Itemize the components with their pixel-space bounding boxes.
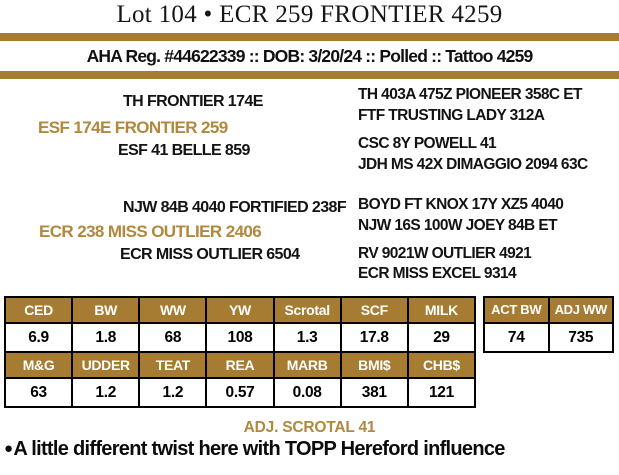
bullet-icon: ● [4, 440, 13, 457]
epd-value-cell: 1.3 [274, 324, 340, 351]
actual-weights-table: ACT BW ADJ WW 74 735 [483, 296, 614, 353]
epd-header-cell: REA [207, 353, 273, 377]
act-value-cell: 735 [549, 324, 612, 351]
sire-ancestor-name: JDH MS 42X DIMAGGIO 2094 63C [358, 156, 588, 173]
dam-name: ECR 238 MISS OUTLIER 2406 [39, 222, 262, 241]
epd-header-cell: Scrotal [274, 298, 340, 322]
act-value-cell: 74 [485, 324, 548, 351]
sire-ancestor-name: FTF TRUSTING LADY 312A [358, 107, 545, 124]
dam-ancestor-name: BOYD FT KNOX 17Y XZ5 4040 [358, 196, 564, 213]
epd-value-cell: 108 [207, 324, 273, 351]
epd-header-cell: TEAT [140, 353, 206, 377]
epd-header-cell: M&G [6, 353, 72, 377]
epd-header-cell: MILK [408, 298, 474, 322]
epd-header-cell: BW [73, 298, 139, 322]
dam-ancestor-name: RV 9021W OUTLIER 4921 [358, 245, 532, 262]
epd-value-cell: 381 [341, 379, 407, 406]
epd-value-cell: 6.9 [6, 324, 72, 351]
epd-value-cell: 68 [140, 324, 206, 351]
epd-value-cell: 121 [408, 379, 474, 406]
epd-value-cell: 1.2 [140, 379, 206, 406]
dam-ancestor-name: NJW 16S 100W JOEY 84B ET [358, 217, 558, 234]
lot-comment: ●A little different twist here with TOPP… [4, 438, 505, 461]
epd-value-cell: 0.57 [207, 379, 273, 406]
epd-header-cell: CED [6, 298, 72, 322]
sire-ancestor-name: CSC 8Y POWELL 41 [358, 135, 497, 152]
epd-header-cell: CHB$ [408, 353, 474, 377]
epd-value-cell: 0.08 [274, 379, 340, 406]
lot-title: Lot 104 • ECR 259 FRONTIER 4259 [116, 1, 503, 28]
registration-line: AHA Reg. #44622339 :: DOB: 3/20/24 :: Po… [86, 46, 534, 66]
epd-header-cell: MARB [274, 353, 340, 377]
sire-ancestor-name: TH 403A 475Z PIONEER 358C ET [358, 86, 582, 103]
sire-name: ESF 174E FRONTIER 259 [38, 118, 228, 137]
epd-value-cell: 1.2 [73, 379, 139, 406]
dam-grandsire-name: NJW 84B 4040 FORTIFIED 238F [123, 199, 347, 216]
gold-divider-top [0, 33, 619, 41]
epd-value-cell: 29 [408, 324, 474, 351]
epd-value-cell: 17.8 [341, 324, 407, 351]
epd-header-cell: WW [140, 298, 206, 322]
epd-value-cell: 1.8 [73, 324, 139, 351]
epd-header-cell: BMI$ [341, 353, 407, 377]
dam-granddam-name: ECR MISS OUTLIER 6504 [120, 246, 300, 263]
epd-header-cell: YW [207, 298, 273, 322]
sire-granddam-name: ESF 41 BELLE 859 [118, 142, 250, 159]
gold-divider-bottom [0, 71, 619, 79]
epd-table: CED BW WW YW Scrotal SCF MILK 6.9 1.8 68… [4, 296, 476, 408]
sire-grandsire-name: TH FRONTIER 174E [123, 93, 263, 110]
lot-comment-text: A little different twist here with TOPP … [13, 438, 505, 460]
adj-scrotal-note: ADJ. SCROTAL 41 [243, 419, 376, 436]
act-header-cell: ADJ WW [549, 298, 612, 322]
epd-header-cell: SCF [341, 298, 407, 322]
epd-value-cell: 63 [6, 379, 72, 406]
epd-header-cell: UDDER [73, 353, 139, 377]
dam-ancestor-name: ECR MISS EXCEL 9314 [358, 265, 517, 282]
act-header-cell: ACT BW [485, 298, 548, 322]
